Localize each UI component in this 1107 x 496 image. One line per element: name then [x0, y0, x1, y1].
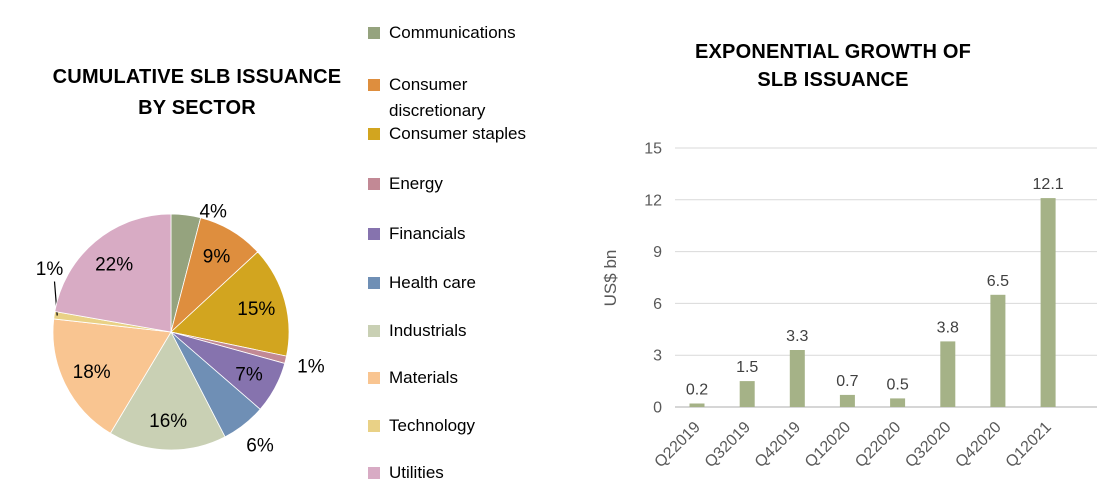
- pie-slice-value-communications: 4%: [199, 202, 227, 223]
- legend-item-utilities: Utilities: [368, 460, 553, 486]
- legend-swatch-icon: [368, 277, 380, 289]
- pie-slice-value-consumer-discretionary: 9%: [203, 247, 231, 268]
- pie-chart-title: CUMULATIVE SLB ISSUANCE BY SECTOR: [32, 62, 362, 124]
- y-tick-label: 12: [644, 192, 662, 209]
- y-tick-label: 3: [653, 348, 662, 365]
- legend-item-communications: Communications: [368, 20, 553, 46]
- pie-slice-value-utilities: 22%: [95, 255, 133, 276]
- pie-slice-value-financials: 7%: [235, 364, 263, 385]
- legend-swatch-icon: [368, 79, 380, 91]
- pie-slice-value-industrials: 16%: [149, 411, 187, 432]
- legend-swatch-icon: [368, 372, 380, 384]
- pie-chart: 4% 9% 15% 1% 7% 6% 16% 18% 1% 22%: [36, 202, 325, 457]
- legend-label: Technology: [389, 416, 476, 435]
- x-tick-label: Q42019: [752, 419, 804, 471]
- legend-label: Communications: [389, 23, 516, 42]
- pie-slice-materials: [52, 318, 172, 434]
- legend-item-industrials: Industrials: [368, 318, 553, 344]
- x-tick-label: Q42020: [952, 419, 1004, 471]
- pie-slice-value-health-care: 6%: [246, 436, 274, 457]
- legend-label: Materials: [389, 368, 458, 387]
- bar-value-label: 0.5: [886, 376, 908, 393]
- pie-slice-value-materials: 18%: [73, 362, 111, 383]
- x-tick-label: Q22019: [652, 419, 704, 471]
- y-tick-label: 9: [653, 244, 662, 261]
- x-tick-label: Q32019: [702, 419, 754, 471]
- legend-label: Financials: [389, 224, 466, 243]
- pie-chart-title-line1: CUMULATIVE SLB ISSUANCE: [52, 66, 342, 88]
- legend-swatch-icon: [368, 128, 380, 140]
- legend-item-health-care: Health care: [368, 270, 553, 296]
- pie-slice-consumer-staples: [170, 251, 290, 357]
- bar-q32020: [940, 341, 956, 407]
- pie-slice-value-energy: 1%: [297, 356, 325, 377]
- pie-slice-value-consumer-staples: 15%: [237, 299, 275, 320]
- x-tick-label: Q32020: [902, 419, 954, 471]
- bar-value-label: 6.5: [987, 273, 1009, 290]
- pie-slice-utilities: [54, 213, 172, 333]
- bar-q42019: [789, 350, 805, 407]
- legend-label: Consumer discretionary: [389, 75, 486, 120]
- legend-item-technology: Technology: [368, 413, 553, 439]
- bar-q12020: [839, 394, 855, 407]
- bar-q22019: [689, 403, 705, 407]
- legend-swatch-icon: [368, 178, 380, 190]
- bar-q42020: [990, 294, 1006, 407]
- legend-label: Consumer staples: [389, 124, 527, 143]
- bar-value-label: 3.8: [937, 319, 959, 336]
- pie-legend: Communications Consumer discretionary Cons…: [368, 0, 553, 496]
- bar-chart-title-line1: EXPONENTIAL GROWTH OF: [694, 41, 972, 63]
- legend-item-consumer-staples: Consumer staples: [368, 121, 553, 147]
- bar-value-label: 12.1: [1033, 176, 1064, 193]
- x-tick-label: Q12020: [802, 419, 854, 471]
- legend-label: Utilities: [389, 463, 444, 482]
- legend-swatch-icon: [368, 467, 380, 479]
- bar-value-label: 0.2: [686, 382, 708, 399]
- bar-q22020: [890, 398, 906, 407]
- legend-item-consumer-discretionary: Consumer discretionary: [368, 72, 553, 124]
- legend-item-energy: Energy: [368, 171, 553, 197]
- y-tick-label: 15: [644, 141, 662, 158]
- pie-chart-title-line2: BY SECTOR: [138, 97, 256, 119]
- y-axis-title: US$ bn: [601, 250, 620, 307]
- legend-swatch-icon: [368, 420, 380, 432]
- legend-item-materials: Materials: [368, 365, 553, 391]
- legend-swatch-icon: [368, 27, 380, 39]
- x-tick-label: Q22020: [852, 419, 904, 471]
- bar-value-label: 3.3: [786, 328, 808, 345]
- bar-value-label: 0.7: [836, 373, 858, 390]
- x-tick-label: Q12021: [1003, 419, 1055, 471]
- bar-q32019: [739, 381, 755, 407]
- y-tick-label: 6: [653, 296, 662, 313]
- legend-swatch-icon: [368, 325, 380, 337]
- legend-label: Energy: [389, 174, 443, 193]
- pie-slice-value-technology: 1%: [36, 259, 64, 280]
- bar-chart-title: EXPONENTIAL GROWTH OF SLB ISSUANCE: [668, 38, 998, 94]
- legend-label: Industrials: [389, 321, 467, 340]
- legend-label: Health care: [389, 273, 476, 292]
- bar-chart-title-line2: SLB ISSUANCE: [757, 69, 909, 91]
- pie-slice-industrials: [109, 331, 226, 451]
- legend-swatch-icon: [368, 228, 380, 240]
- bar-q12021: [1040, 198, 1056, 407]
- y-tick-label: 0: [653, 400, 662, 417]
- legend-item-financials: Financials: [368, 221, 553, 247]
- bar-chart: 0 3 6 9 12 15 0.2 Q22019 1.5 Q32019 3.3 Q42019 0.7 Q1…: [601, 141, 1097, 471]
- bar-value-label: 1.5: [736, 359, 758, 376]
